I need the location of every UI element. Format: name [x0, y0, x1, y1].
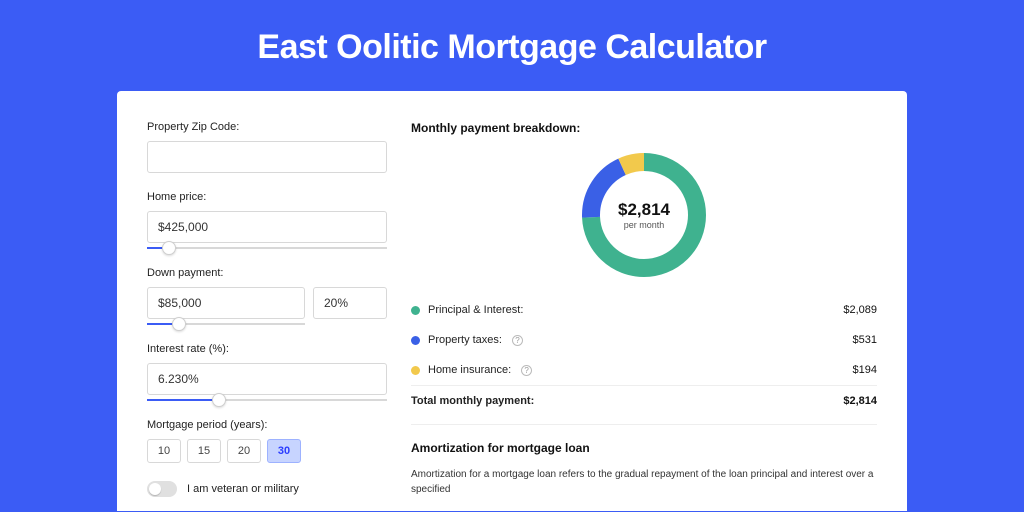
veteran-toggle-row: I am veteran or military	[147, 481, 387, 497]
zip-input[interactable]	[147, 141, 387, 173]
mortgage-period-option-20[interactable]: 20	[227, 439, 261, 463]
payment-donut-chart: $2,814 per month	[582, 153, 706, 277]
amortization-block: Amortization for mortgage loan Amortizat…	[411, 424, 877, 497]
mortgage-period-option-10[interactable]: 10	[147, 439, 181, 463]
legend-left: Home insurance:?	[411, 364, 532, 376]
info-icon[interactable]: ?	[512, 335, 523, 346]
zip-field-block: Property Zip Code:	[147, 121, 387, 173]
donut-sub: per month	[618, 220, 670, 230]
home-price-label: Home price:	[147, 191, 387, 203]
down-payment-slider-thumb[interactable]	[172, 317, 186, 331]
mortgage-period-option-15[interactable]: 15	[187, 439, 221, 463]
home-price-slider-thumb[interactable]	[162, 241, 176, 255]
total-label: Total monthly payment:	[411, 395, 534, 407]
down-payment-slider[interactable]	[147, 323, 305, 325]
legend-row: Property taxes:? $531	[411, 325, 877, 355]
legend-row: Home insurance:? $194	[411, 355, 877, 385]
down-payment-input[interactable]	[147, 287, 305, 319]
legend-value: $194	[853, 364, 877, 376]
legend-left: Property taxes:?	[411, 334, 523, 346]
legend-value: $2,089	[843, 304, 877, 316]
veteran-toggle[interactable]	[147, 481, 177, 497]
legend-value: $531	[853, 334, 877, 346]
legend-left: Principal & Interest:	[411, 304, 523, 316]
legend-dot	[411, 366, 420, 375]
interest-rate-block: Interest rate (%):	[147, 343, 387, 401]
legend-list: Principal & Interest: $2,089 Property taxe…	[411, 295, 877, 385]
amortization-title: Amortization for mortgage loan	[411, 441, 877, 455]
home-price-slider[interactable]	[147, 247, 387, 249]
mortgage-period-label: Mortgage period (years):	[147, 419, 387, 431]
total-value: $2,814	[843, 395, 877, 407]
calculator-card: Property Zip Code: Home price: Down paym…	[117, 91, 907, 511]
total-row: Total monthly payment: $2,814	[411, 385, 877, 416]
interest-rate-slider-thumb[interactable]	[212, 393, 226, 407]
down-payment-label: Down payment:	[147, 267, 387, 279]
home-price-block: Home price:	[147, 191, 387, 249]
mortgage-period-options: 10152030	[147, 439, 387, 463]
veteran-toggle-dot	[149, 483, 161, 495]
interest-rate-slider-fill	[147, 399, 219, 401]
donut-wrap: $2,814 per month	[411, 147, 877, 295]
down-payment-pct-input[interactable]	[313, 287, 387, 319]
home-price-input[interactable]	[147, 211, 387, 243]
donut-amount: $2,814	[618, 200, 670, 220]
interest-rate-label: Interest rate (%):	[147, 343, 387, 355]
form-column: Property Zip Code: Home price: Down paym…	[147, 121, 387, 511]
legend-label: Home insurance:	[428, 364, 511, 376]
breakdown-column: Monthly payment breakdown: $2,814 per mo…	[411, 121, 877, 511]
amortization-text: Amortization for a mortgage loan refers …	[411, 467, 877, 497]
interest-rate-slider[interactable]	[147, 399, 387, 401]
legend-dot	[411, 336, 420, 345]
legend-dot	[411, 306, 420, 315]
breakdown-title: Monthly payment breakdown:	[411, 121, 877, 135]
legend-label: Property taxes:	[428, 334, 502, 346]
legend-label: Principal & Interest:	[428, 304, 523, 316]
info-icon[interactable]: ?	[521, 365, 532, 376]
mortgage-period-option-30[interactable]: 30	[267, 439, 301, 463]
legend-row: Principal & Interest: $2,089	[411, 295, 877, 325]
veteran-toggle-label: I am veteran or military	[187, 483, 299, 495]
down-payment-block: Down payment:	[147, 267, 387, 325]
mortgage-period-block: Mortgage period (years): 10152030	[147, 419, 387, 463]
page-title: East Oolitic Mortgage Calculator	[0, 0, 1024, 91]
interest-rate-input[interactable]	[147, 363, 387, 395]
zip-label: Property Zip Code:	[147, 121, 387, 133]
donut-center: $2,814 per month	[618, 200, 670, 230]
